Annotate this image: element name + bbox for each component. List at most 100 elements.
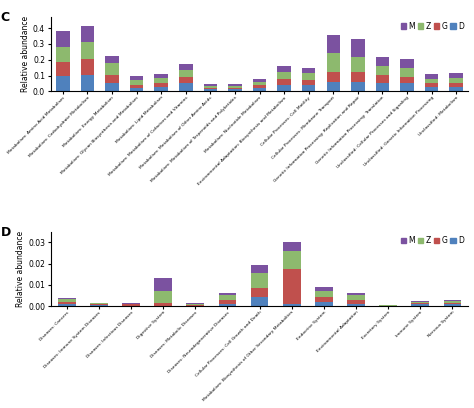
Bar bbox=[400, 77, 414, 84]
Bar bbox=[327, 82, 340, 91]
Bar bbox=[81, 75, 94, 91]
Bar bbox=[105, 56, 119, 63]
Bar bbox=[283, 242, 301, 251]
Bar bbox=[219, 304, 236, 306]
Bar bbox=[351, 71, 365, 82]
Bar bbox=[130, 76, 144, 80]
Bar bbox=[105, 83, 119, 91]
Bar bbox=[351, 58, 365, 71]
Bar bbox=[449, 73, 463, 78]
Bar bbox=[179, 77, 192, 84]
Bar bbox=[449, 83, 463, 87]
Bar bbox=[376, 66, 389, 75]
Bar bbox=[277, 72, 291, 79]
Bar bbox=[283, 251, 301, 269]
Bar bbox=[449, 78, 463, 83]
Bar bbox=[351, 82, 365, 91]
Bar bbox=[122, 304, 140, 306]
Bar bbox=[277, 85, 291, 91]
Bar bbox=[449, 87, 463, 91]
Bar bbox=[376, 83, 389, 91]
Bar bbox=[81, 59, 94, 75]
Bar bbox=[81, 26, 94, 42]
Bar bbox=[302, 68, 315, 73]
Y-axis label: Relative abundance: Relative abundance bbox=[16, 231, 25, 307]
Bar bbox=[253, 85, 266, 88]
Bar bbox=[179, 71, 192, 77]
Bar bbox=[56, 31, 70, 47]
Bar bbox=[228, 88, 242, 89]
Bar bbox=[315, 302, 333, 306]
Bar bbox=[251, 265, 268, 273]
Bar bbox=[411, 302, 429, 303]
Bar bbox=[277, 79, 291, 85]
Bar bbox=[327, 53, 340, 71]
Bar bbox=[228, 89, 242, 91]
Bar bbox=[204, 89, 217, 91]
Bar bbox=[253, 79, 266, 82]
Bar bbox=[130, 85, 144, 88]
Bar bbox=[444, 301, 461, 303]
Bar bbox=[155, 83, 168, 87]
Bar bbox=[58, 299, 75, 302]
Bar bbox=[154, 290, 172, 304]
Bar bbox=[204, 88, 217, 89]
Bar bbox=[179, 84, 192, 91]
Bar bbox=[411, 301, 429, 302]
Legend: M, Z, G, D: M, Z, G, D bbox=[400, 235, 465, 246]
Bar bbox=[219, 295, 236, 300]
Bar bbox=[400, 69, 414, 77]
Bar bbox=[81, 42, 94, 59]
Bar bbox=[251, 288, 268, 297]
Bar bbox=[444, 303, 461, 304]
Bar bbox=[251, 273, 268, 288]
Bar bbox=[56, 75, 70, 91]
Bar bbox=[228, 86, 242, 88]
Bar bbox=[155, 78, 168, 83]
Bar bbox=[58, 302, 75, 304]
Bar bbox=[130, 80, 144, 85]
Bar bbox=[376, 75, 389, 83]
Bar bbox=[425, 84, 438, 87]
Legend: M, Z, G, D: M, Z, G, D bbox=[400, 21, 465, 31]
Bar bbox=[444, 300, 461, 301]
Bar bbox=[219, 300, 236, 304]
Bar bbox=[400, 59, 414, 69]
Bar bbox=[411, 304, 429, 306]
Bar bbox=[154, 278, 172, 290]
Bar bbox=[219, 293, 236, 295]
Bar bbox=[302, 85, 315, 91]
Bar bbox=[379, 305, 397, 306]
Bar bbox=[186, 305, 204, 306]
Bar bbox=[283, 304, 301, 306]
Bar bbox=[105, 75, 119, 83]
Bar bbox=[302, 80, 315, 85]
Y-axis label: Relative abundance: Relative abundance bbox=[21, 16, 30, 92]
Bar bbox=[228, 84, 242, 86]
Bar bbox=[315, 297, 333, 302]
Bar bbox=[56, 62, 70, 75]
Bar bbox=[56, 47, 70, 62]
Bar bbox=[90, 305, 108, 306]
Bar bbox=[155, 74, 168, 78]
Bar bbox=[155, 87, 168, 91]
Bar bbox=[204, 86, 217, 88]
Bar bbox=[90, 304, 108, 305]
Bar bbox=[90, 303, 108, 304]
Text: C: C bbox=[0, 11, 9, 24]
Bar bbox=[327, 35, 340, 53]
Bar bbox=[186, 304, 204, 305]
Bar bbox=[347, 293, 365, 295]
Bar bbox=[351, 39, 365, 58]
Bar bbox=[425, 79, 438, 84]
Bar bbox=[444, 304, 461, 306]
Bar bbox=[154, 304, 172, 306]
Bar bbox=[376, 58, 389, 66]
Bar bbox=[425, 87, 438, 91]
Bar bbox=[302, 73, 315, 80]
Bar bbox=[400, 84, 414, 91]
Bar bbox=[425, 74, 438, 79]
Bar bbox=[347, 300, 365, 304]
Bar bbox=[179, 64, 192, 71]
Bar bbox=[315, 291, 333, 297]
